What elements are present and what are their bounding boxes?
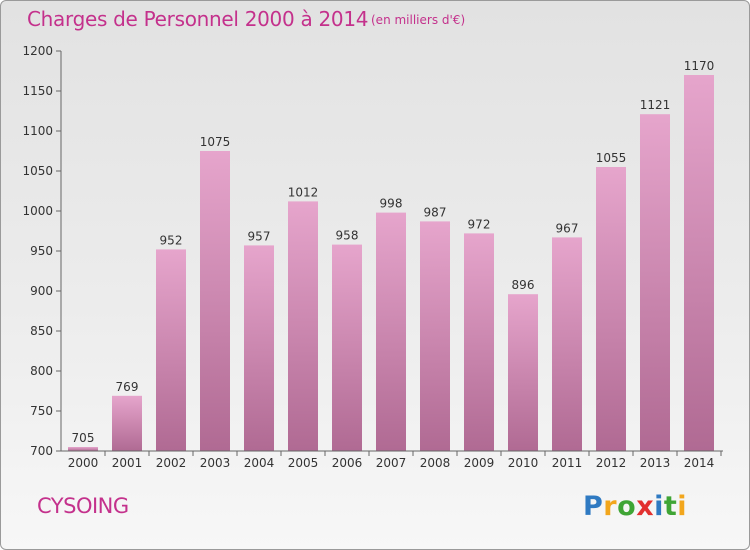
bar-2008[interactable]	[420, 221, 450, 451]
bar-2007[interactable]	[376, 212, 406, 451]
y-tick-label: 950	[30, 244, 53, 258]
data-label: 972	[468, 217, 491, 231]
bar-2013[interactable]	[640, 114, 670, 451]
x-tick-label: 2006	[332, 456, 363, 470]
x-tick-label: 2005	[288, 456, 319, 470]
axes-layer: 700 750 800 850 900 950 1000 1050 1100 1150 1200 70…	[22, 44, 723, 470]
town-name: CYSOING	[37, 494, 129, 518]
x-tick-label: 2014	[684, 456, 715, 470]
data-label: 1012	[288, 185, 319, 199]
data-label: 958	[336, 229, 359, 243]
data-label: 957	[248, 229, 271, 243]
chart-subtitle: (en milliers d'€)	[371, 13, 466, 27]
data-label: 705	[72, 431, 95, 445]
y-tick-label: 700	[30, 444, 53, 458]
data-label: 998	[380, 197, 403, 211]
bar-2010[interactable]	[508, 294, 538, 451]
logo-letter: t	[663, 491, 678, 522]
x-tick-label: 2002	[156, 456, 187, 470]
y-tick-label: 1200	[22, 44, 53, 58]
data-label: 769	[116, 380, 139, 394]
y-tick-label: 1150	[22, 84, 53, 98]
logo-letter: i	[677, 491, 688, 522]
logo-letter: o	[617, 491, 637, 522]
x-tick-label: 2003	[200, 456, 231, 470]
x-tick-label: 2001	[112, 456, 143, 470]
x-tick-label: 2008	[420, 456, 451, 470]
x-tick-label: 2011	[552, 456, 583, 470]
data-label: 1055	[596, 151, 627, 165]
bar-2006[interactable]	[332, 244, 362, 451]
bar-2014[interactable]	[684, 75, 714, 451]
x-tick-label: 2007	[376, 456, 407, 470]
data-label: 896	[512, 278, 535, 292]
y-tick-label: 850	[30, 324, 53, 338]
logo-letter: P	[583, 491, 604, 522]
y-tick-label: 1050	[22, 164, 53, 178]
bar-2009[interactable]	[464, 233, 494, 451]
y-tick-label: 900	[30, 284, 53, 298]
x-tick-label: 2004	[244, 456, 275, 470]
bar-2012[interactable]	[596, 167, 626, 451]
chart-title: Charges de Personnel 2000 à 2014	[27, 7, 369, 31]
data-label: 952	[160, 233, 183, 247]
bar-2003[interactable]	[200, 151, 230, 451]
y-tick-label: 1000	[22, 204, 53, 218]
x-tick-label: 2013	[640, 456, 671, 470]
bar-2000[interactable]	[68, 447, 98, 451]
bar-2011[interactable]	[552, 237, 582, 451]
bar-2005[interactable]	[288, 201, 318, 451]
logo-letter: r	[603, 491, 618, 522]
logo-letter: x	[636, 491, 655, 522]
data-label: 987	[424, 205, 447, 219]
data-label: 967	[556, 221, 579, 235]
data-label: 1170	[684, 59, 715, 73]
data-label: 1075	[200, 135, 231, 149]
x-tick-label: 2012	[596, 456, 627, 470]
y-tick-label: 1100	[22, 124, 53, 138]
y-tick-label: 800	[30, 364, 53, 378]
data-label: 1121	[640, 98, 671, 112]
y-tick-label: 750	[30, 404, 53, 418]
bar-2002[interactable]	[156, 249, 186, 451]
x-tick-label: 2000	[68, 456, 99, 470]
x-tick-label: 2010	[508, 456, 539, 470]
bar-2004[interactable]	[244, 245, 274, 451]
bars-layer	[68, 75, 714, 451]
logo-letter: i	[654, 491, 664, 522]
x-tick-label: 2009	[464, 456, 495, 470]
bar-2001[interactable]	[112, 395, 142, 451]
proxiti-logo[interactable]: Proxiti	[583, 491, 687, 522]
